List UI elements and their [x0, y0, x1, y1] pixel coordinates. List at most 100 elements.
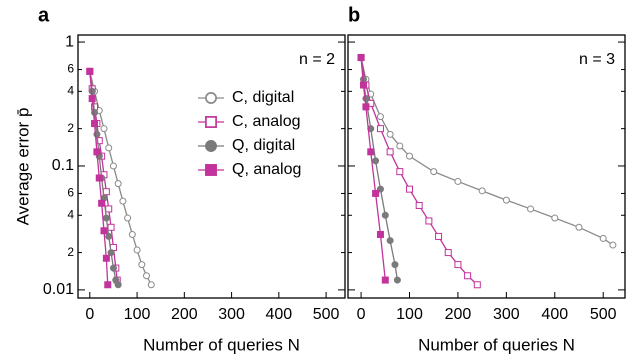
- marker: [381, 276, 389, 284]
- marker: [391, 261, 399, 269]
- marker: [527, 205, 535, 213]
- plot-frame: [347, 34, 626, 299]
- marker: [415, 201, 423, 209]
- marker: [430, 168, 438, 176]
- marker: [93, 148, 101, 156]
- marker: [406, 152, 414, 160]
- marker: [372, 157, 380, 165]
- marker: [109, 264, 117, 272]
- series-line: [360, 57, 614, 246]
- x-tick-label: 0: [357, 306, 366, 323]
- marker: [107, 249, 115, 257]
- marker: [147, 281, 155, 289]
- marker: [367, 148, 375, 156]
- legend-marker: [205, 140, 217, 152]
- y-tick-label: 6: [67, 62, 74, 76]
- marker: [128, 230, 136, 238]
- marker: [124, 214, 132, 222]
- marker: [133, 246, 141, 254]
- marker: [444, 249, 452, 257]
- marker: [362, 95, 370, 103]
- x-tick-label: 400: [265, 306, 292, 323]
- marker: [104, 281, 112, 289]
- legend-marker: [205, 92, 217, 104]
- y-tick-label: 0.1: [52, 157, 74, 174]
- marker: [435, 232, 443, 240]
- y-tick-label: 1: [65, 33, 74, 50]
- marker: [91, 120, 99, 128]
- marker: [406, 185, 414, 193]
- marker: [454, 261, 462, 269]
- marker: [386, 237, 394, 245]
- y-tick-label: 2: [67, 245, 74, 259]
- marker: [609, 241, 617, 249]
- marker: [599, 234, 607, 242]
- marker: [386, 148, 394, 156]
- y-tick-label: 0.01: [43, 281, 74, 298]
- marker: [359, 81, 367, 89]
- marker: [396, 168, 404, 176]
- marker: [473, 281, 481, 289]
- x-tick-label: 200: [171, 306, 198, 323]
- marker: [381, 211, 389, 219]
- marker: [114, 281, 122, 289]
- marker: [478, 187, 486, 195]
- marker: [88, 95, 96, 103]
- annotation: n = 3: [579, 51, 615, 68]
- marker: [138, 261, 146, 269]
- x-tick-label: 300: [218, 306, 245, 323]
- legend-label: Q, analog: [232, 161, 301, 178]
- x-tick-label: 500: [590, 306, 617, 323]
- marker: [376, 113, 384, 121]
- x-tick-label: 0: [85, 306, 94, 323]
- marker: [109, 162, 117, 170]
- y-axis-label: Average error p̄: [13, 108, 32, 226]
- marker: [425, 217, 433, 225]
- marker: [100, 227, 108, 235]
- marker: [105, 205, 113, 213]
- legend-label: C, analog: [232, 113, 301, 130]
- marker: [357, 54, 365, 62]
- marker: [386, 130, 394, 138]
- marker: [376, 125, 384, 133]
- marker: [86, 67, 94, 75]
- marker: [143, 272, 151, 280]
- marker: [396, 142, 404, 150]
- marker: [119, 197, 127, 205]
- marker: [100, 125, 108, 133]
- legend-label: C, digital: [232, 89, 294, 106]
- marker: [91, 109, 99, 117]
- x-tick-label: 100: [124, 306, 151, 323]
- y-tick-label: 2: [67, 121, 74, 135]
- marker: [102, 214, 110, 222]
- series-line: [360, 57, 386, 281]
- marker: [102, 254, 110, 262]
- x-axis-label: Number of queries N: [418, 335, 575, 354]
- marker: [102, 188, 110, 196]
- marker: [95, 174, 103, 182]
- marker: [464, 272, 472, 280]
- x-tick-label: 400: [541, 306, 568, 323]
- y-tick-label: 6: [67, 186, 74, 200]
- legend-label: Q, digital: [232, 137, 295, 154]
- marker: [372, 189, 380, 197]
- marker: [551, 214, 559, 222]
- marker: [105, 144, 113, 152]
- marker: [502, 196, 510, 204]
- x-tick-label: 300: [493, 306, 520, 323]
- legend-marker: [205, 164, 217, 176]
- y-tick-label: 4: [67, 84, 74, 98]
- plot-frame: [77, 34, 346, 299]
- marker: [107, 223, 115, 231]
- y-tick-label: 4: [67, 207, 74, 221]
- panel-label: a: [38, 4, 50, 26]
- marker: [393, 276, 401, 284]
- x-tick-label: 500: [313, 306, 340, 323]
- series-line: [360, 57, 399, 281]
- series-line: [360, 57, 478, 286]
- marker: [376, 230, 384, 238]
- x-tick-label: 200: [445, 306, 472, 323]
- annotation: n = 2: [299, 51, 335, 68]
- legend-marker: [205, 116, 217, 128]
